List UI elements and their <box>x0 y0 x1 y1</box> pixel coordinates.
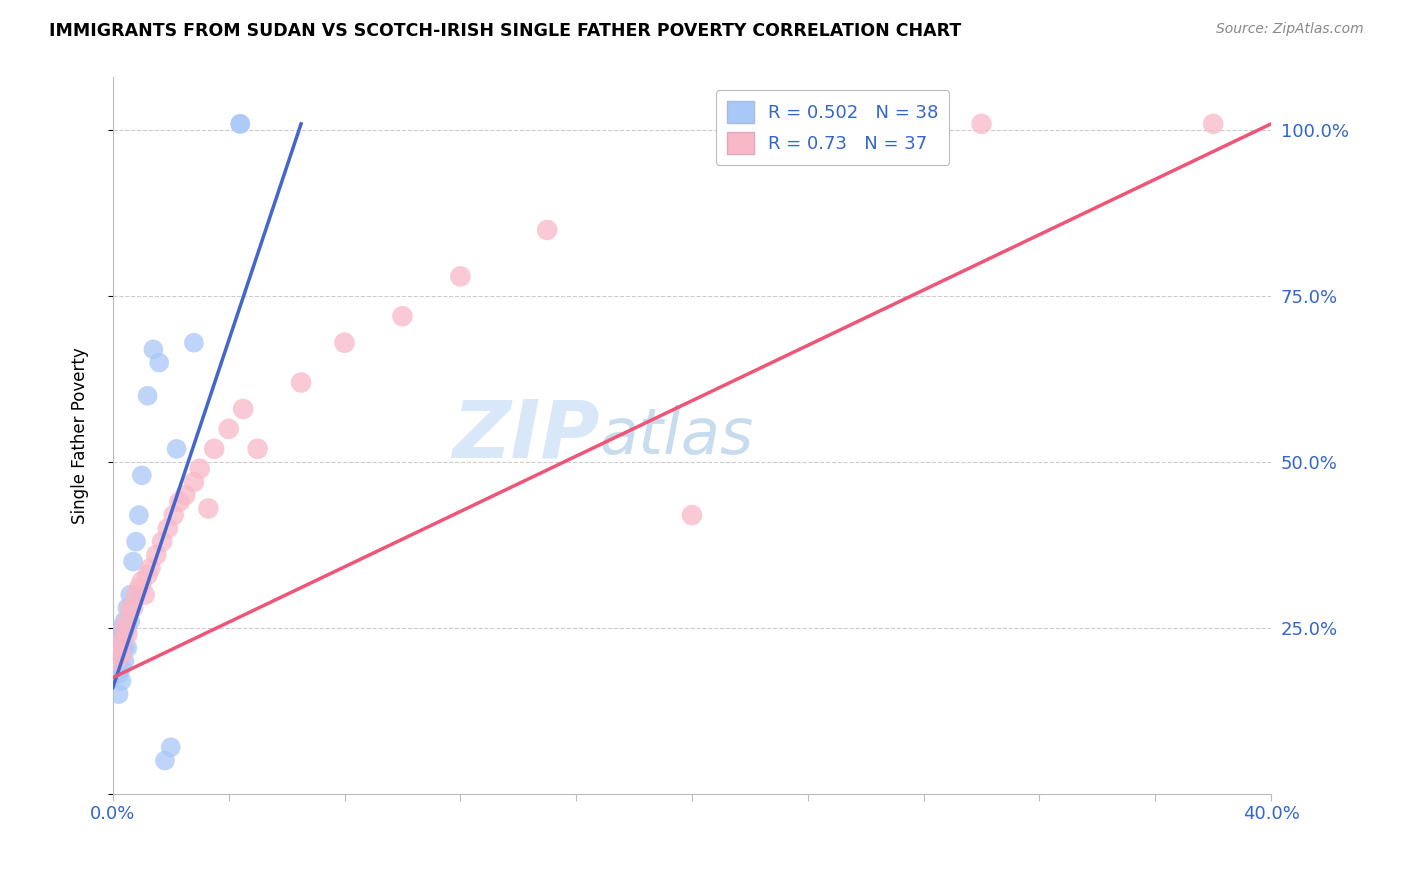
Point <box>148 356 170 370</box>
Point <box>104 661 127 675</box>
Legend: R = 0.502   N = 38, R = 0.73   N = 37: R = 0.502 N = 38, R = 0.73 N = 37 <box>716 90 949 165</box>
Point <box>117 621 139 635</box>
Point <box>159 740 181 755</box>
Point <box>163 508 186 523</box>
Point <box>114 654 136 668</box>
Point <box>107 648 129 662</box>
Point <box>114 614 136 628</box>
Point <box>114 621 136 635</box>
Point <box>136 567 159 582</box>
Point <box>174 488 197 502</box>
Point <box>142 343 165 357</box>
Point <box>114 627 136 641</box>
Point <box>134 588 156 602</box>
Point <box>107 640 129 655</box>
Point <box>110 661 132 675</box>
Point <box>188 461 211 475</box>
Point <box>110 648 132 662</box>
Point <box>117 627 139 641</box>
Point <box>107 667 129 681</box>
Point <box>120 614 142 628</box>
Point <box>125 588 148 602</box>
Point <box>117 614 139 628</box>
Point <box>110 640 132 655</box>
Point <box>114 640 136 655</box>
Point <box>131 468 153 483</box>
Point <box>110 627 132 641</box>
Point <box>391 309 413 323</box>
Text: Source: ZipAtlas.com: Source: ZipAtlas.com <box>1216 22 1364 37</box>
Point <box>229 117 252 131</box>
Point <box>153 754 176 768</box>
Point <box>183 335 205 350</box>
Point <box>136 389 159 403</box>
Point <box>232 402 254 417</box>
Point <box>125 534 148 549</box>
Point <box>970 117 993 131</box>
Point <box>246 442 269 456</box>
Point <box>128 581 150 595</box>
Point <box>110 648 132 662</box>
Point <box>218 422 240 436</box>
Point <box>104 654 127 668</box>
Point <box>202 442 225 456</box>
Point <box>166 442 188 456</box>
Point <box>139 561 162 575</box>
Point <box>110 634 132 648</box>
Point <box>107 634 129 648</box>
Point <box>104 654 127 668</box>
Point <box>107 654 129 668</box>
Point <box>145 548 167 562</box>
Point <box>290 376 312 390</box>
Point <box>183 475 205 489</box>
Y-axis label: Single Father Poverty: Single Father Poverty <box>72 347 89 524</box>
Point <box>120 588 142 602</box>
Text: IMMIGRANTS FROM SUDAN VS SCOTCH-IRISH SINGLE FATHER POVERTY CORRELATION CHART: IMMIGRANTS FROM SUDAN VS SCOTCH-IRISH SI… <box>49 22 962 40</box>
Point <box>128 508 150 523</box>
Point <box>117 640 139 655</box>
Point <box>150 534 173 549</box>
Point <box>117 601 139 615</box>
Point <box>107 687 129 701</box>
Point <box>1202 117 1225 131</box>
Point <box>110 673 132 688</box>
Point <box>104 667 127 681</box>
Point <box>229 117 252 131</box>
Point <box>104 648 127 662</box>
Point <box>156 521 179 535</box>
Point <box>107 648 129 662</box>
Point <box>681 508 703 523</box>
Point <box>107 640 129 655</box>
Point <box>449 269 471 284</box>
Point <box>122 555 145 569</box>
Point <box>197 501 219 516</box>
Point <box>536 223 558 237</box>
Point <box>169 495 191 509</box>
Point <box>122 601 145 615</box>
Text: atlas: atlas <box>599 405 754 467</box>
Point <box>131 574 153 589</box>
Point <box>120 601 142 615</box>
Point <box>333 335 356 350</box>
Text: ZIP: ZIP <box>451 397 599 475</box>
Point <box>110 621 132 635</box>
